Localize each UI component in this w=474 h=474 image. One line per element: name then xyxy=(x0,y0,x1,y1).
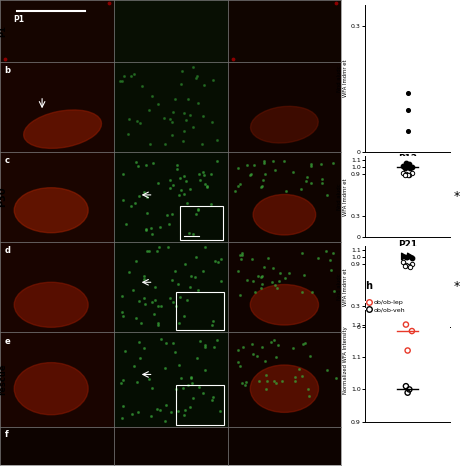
Point xyxy=(406,263,414,271)
Point xyxy=(402,170,410,178)
Point xyxy=(406,171,413,178)
Point xyxy=(404,106,411,113)
Y-axis label: Nnd aludc
WFA lmdmr et: Nnd aludc WFA lmdmr et xyxy=(337,59,348,97)
X-axis label: P12: P12 xyxy=(398,155,417,164)
Point xyxy=(447,28,454,36)
Text: P1: P1 xyxy=(0,25,7,37)
Point xyxy=(406,253,413,260)
Point xyxy=(408,163,416,171)
Point xyxy=(404,127,411,135)
Ellipse shape xyxy=(14,283,88,328)
Ellipse shape xyxy=(251,106,318,143)
Point xyxy=(244,295,252,302)
Point xyxy=(456,90,463,98)
Point xyxy=(400,162,407,169)
Point xyxy=(400,258,407,266)
Ellipse shape xyxy=(24,110,101,148)
Point xyxy=(404,172,411,179)
Point xyxy=(332,0,340,7)
Text: d: d xyxy=(5,246,10,255)
Point xyxy=(404,346,411,354)
Point xyxy=(400,252,407,259)
Point xyxy=(404,89,411,97)
Text: *: * xyxy=(454,190,460,203)
Text: h: h xyxy=(365,281,372,291)
Text: *: * xyxy=(454,280,460,293)
Text: P30: P30 xyxy=(0,186,8,207)
Point xyxy=(402,160,410,167)
Point xyxy=(464,73,472,80)
Point xyxy=(105,0,112,7)
X-axis label: P21: P21 xyxy=(398,240,417,249)
Point xyxy=(408,254,416,262)
Point xyxy=(408,260,416,268)
Ellipse shape xyxy=(250,284,319,325)
Point xyxy=(404,389,411,396)
Point xyxy=(408,169,416,177)
Text: b: b xyxy=(5,66,10,75)
Point xyxy=(281,30,289,37)
Point xyxy=(416,205,424,212)
Point xyxy=(401,3,409,11)
Point xyxy=(406,386,413,393)
X-axis label: P20: P20 xyxy=(398,330,417,339)
Ellipse shape xyxy=(14,363,88,415)
Point xyxy=(402,321,410,328)
Point xyxy=(401,164,409,172)
Point xyxy=(402,262,410,269)
Text: P1: P1 xyxy=(14,15,25,24)
Text: e: e xyxy=(5,337,10,346)
Point xyxy=(404,163,411,170)
Point xyxy=(402,383,410,390)
Point xyxy=(401,262,409,270)
Point xyxy=(241,100,249,107)
Point xyxy=(401,172,409,179)
Point xyxy=(406,160,413,168)
Point xyxy=(229,55,237,63)
Y-axis label: Nnd aludc
WFA lmdmr et: Nnd aludc WFA lmdmr et xyxy=(337,178,348,216)
Y-axis label: Nnd aludc
WFA lmdmr et: Nnd aludc WFA lmdmr et xyxy=(337,268,348,306)
Point xyxy=(441,0,448,2)
Y-axis label: Normalized WFA Intensity: Normalized WFA Intensity xyxy=(343,327,348,394)
Point xyxy=(406,262,413,270)
Legend: ob/ob-lep, ob/ob-veh: ob/ob-lep, ob/ob-veh xyxy=(364,297,407,315)
Point xyxy=(371,156,378,164)
Text: c: c xyxy=(5,156,9,165)
Point xyxy=(404,163,411,171)
Text: rescue: rescue xyxy=(0,364,7,395)
Point xyxy=(385,245,393,253)
Text: f: f xyxy=(5,429,9,438)
Point xyxy=(406,164,414,172)
Ellipse shape xyxy=(253,194,316,235)
Point xyxy=(408,327,416,335)
Point xyxy=(400,169,407,176)
Point xyxy=(247,192,255,200)
Point xyxy=(247,136,255,144)
Point xyxy=(402,253,410,261)
Point xyxy=(329,264,337,272)
Ellipse shape xyxy=(14,188,88,233)
Point xyxy=(1,55,9,63)
Ellipse shape xyxy=(250,365,319,412)
